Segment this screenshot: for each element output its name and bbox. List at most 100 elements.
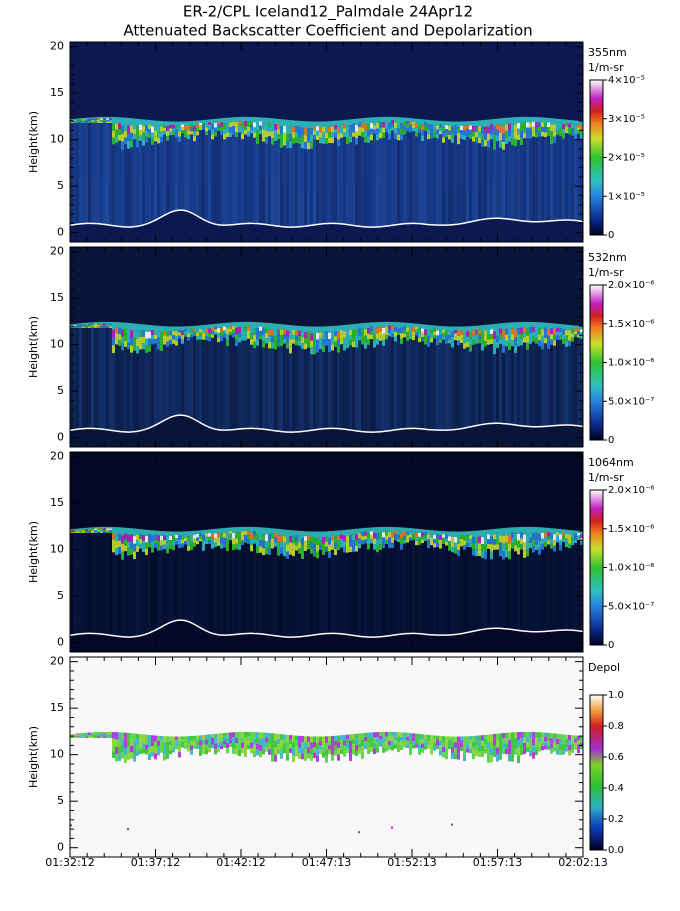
cloud (532, 122, 535, 127)
cloud (454, 742, 457, 748)
cloud (388, 117, 391, 123)
cloud (265, 541, 268, 548)
cloud (106, 527, 109, 529)
cloud (385, 737, 388, 742)
cloud (400, 746, 403, 750)
cloud (301, 531, 304, 538)
aerosol (382, 346, 385, 432)
cloud (481, 127, 484, 134)
cloud (295, 736, 298, 741)
cloud (481, 120, 484, 127)
cloud (418, 533, 421, 537)
cloud (478, 132, 481, 138)
cloud (313, 550, 316, 556)
cloud (187, 536, 190, 541)
surface (472, 631, 475, 632)
aerosol (136, 353, 139, 431)
cloud (217, 537, 220, 541)
aerosol (166, 553, 169, 624)
cloud (76, 531, 79, 532)
aerosol (247, 544, 250, 634)
cloud (358, 123, 361, 127)
cloud (286, 120, 289, 127)
cloud (481, 544, 484, 551)
cloud (523, 327, 526, 332)
cloud (259, 322, 262, 326)
cloud (358, 739, 361, 744)
cloud (262, 118, 265, 124)
cloud (460, 736, 463, 740)
cloud (139, 534, 142, 539)
aerosol (322, 555, 325, 634)
cloud (262, 528, 265, 535)
cloud (364, 737, 367, 741)
cloud (493, 134, 496, 142)
cloud (454, 132, 457, 136)
aerosol (415, 336, 418, 429)
cloud (208, 743, 211, 747)
cloud (433, 530, 436, 534)
cloud (313, 532, 316, 538)
aerosol (388, 548, 391, 636)
cloud (418, 529, 421, 533)
aerosol (466, 547, 469, 633)
aerosol (172, 550, 175, 622)
cloud (280, 134, 283, 141)
cloud (286, 544, 289, 551)
cloud (499, 140, 502, 147)
cloud (307, 531, 310, 535)
cloud (352, 540, 355, 546)
x-tick-label: 02:02:13 (558, 856, 607, 869)
cloud (325, 743, 328, 750)
cloud (121, 752, 124, 759)
cloud (139, 343, 142, 349)
cloud (286, 337, 289, 343)
cloud (265, 737, 268, 742)
cloud (268, 548, 271, 555)
cloud (541, 343, 544, 350)
upper-noise (106, 117, 109, 178)
cloud (433, 335, 436, 338)
cloud (370, 322, 373, 326)
cloud (220, 741, 223, 745)
cloud (358, 538, 361, 543)
cloud (505, 124, 508, 131)
cloud (532, 752, 535, 759)
cloud (91, 530, 94, 531)
aerosol (76, 533, 79, 634)
aerosol (376, 345, 379, 432)
cloud (265, 131, 268, 137)
aerosol (421, 341, 424, 428)
cloud (391, 333, 394, 337)
cloud (418, 744, 421, 749)
aerosol (415, 545, 418, 633)
cloud (430, 740, 433, 745)
cloud (550, 748, 553, 753)
cloud (379, 327, 382, 332)
cloud (199, 533, 202, 536)
cloud (73, 737, 76, 738)
cloud (226, 743, 229, 748)
cloud (448, 541, 451, 546)
cloud (466, 129, 469, 133)
cloud (130, 740, 133, 746)
cloud (172, 128, 175, 131)
cloud (307, 736, 310, 742)
aerosol (490, 344, 493, 424)
cloud (577, 749, 580, 753)
cloud (187, 126, 190, 131)
cloud (151, 120, 154, 126)
cloud (502, 528, 505, 536)
surface (214, 224, 217, 225)
cloud (358, 528, 361, 533)
cloud (175, 336, 178, 341)
cloud (319, 750, 322, 754)
cloud (286, 530, 289, 537)
cloud (262, 124, 265, 130)
cloud (544, 528, 547, 533)
cloud (226, 329, 229, 335)
cloud (253, 745, 256, 751)
aerosol (160, 550, 163, 627)
cloud (163, 748, 166, 754)
cloud (442, 137, 445, 142)
